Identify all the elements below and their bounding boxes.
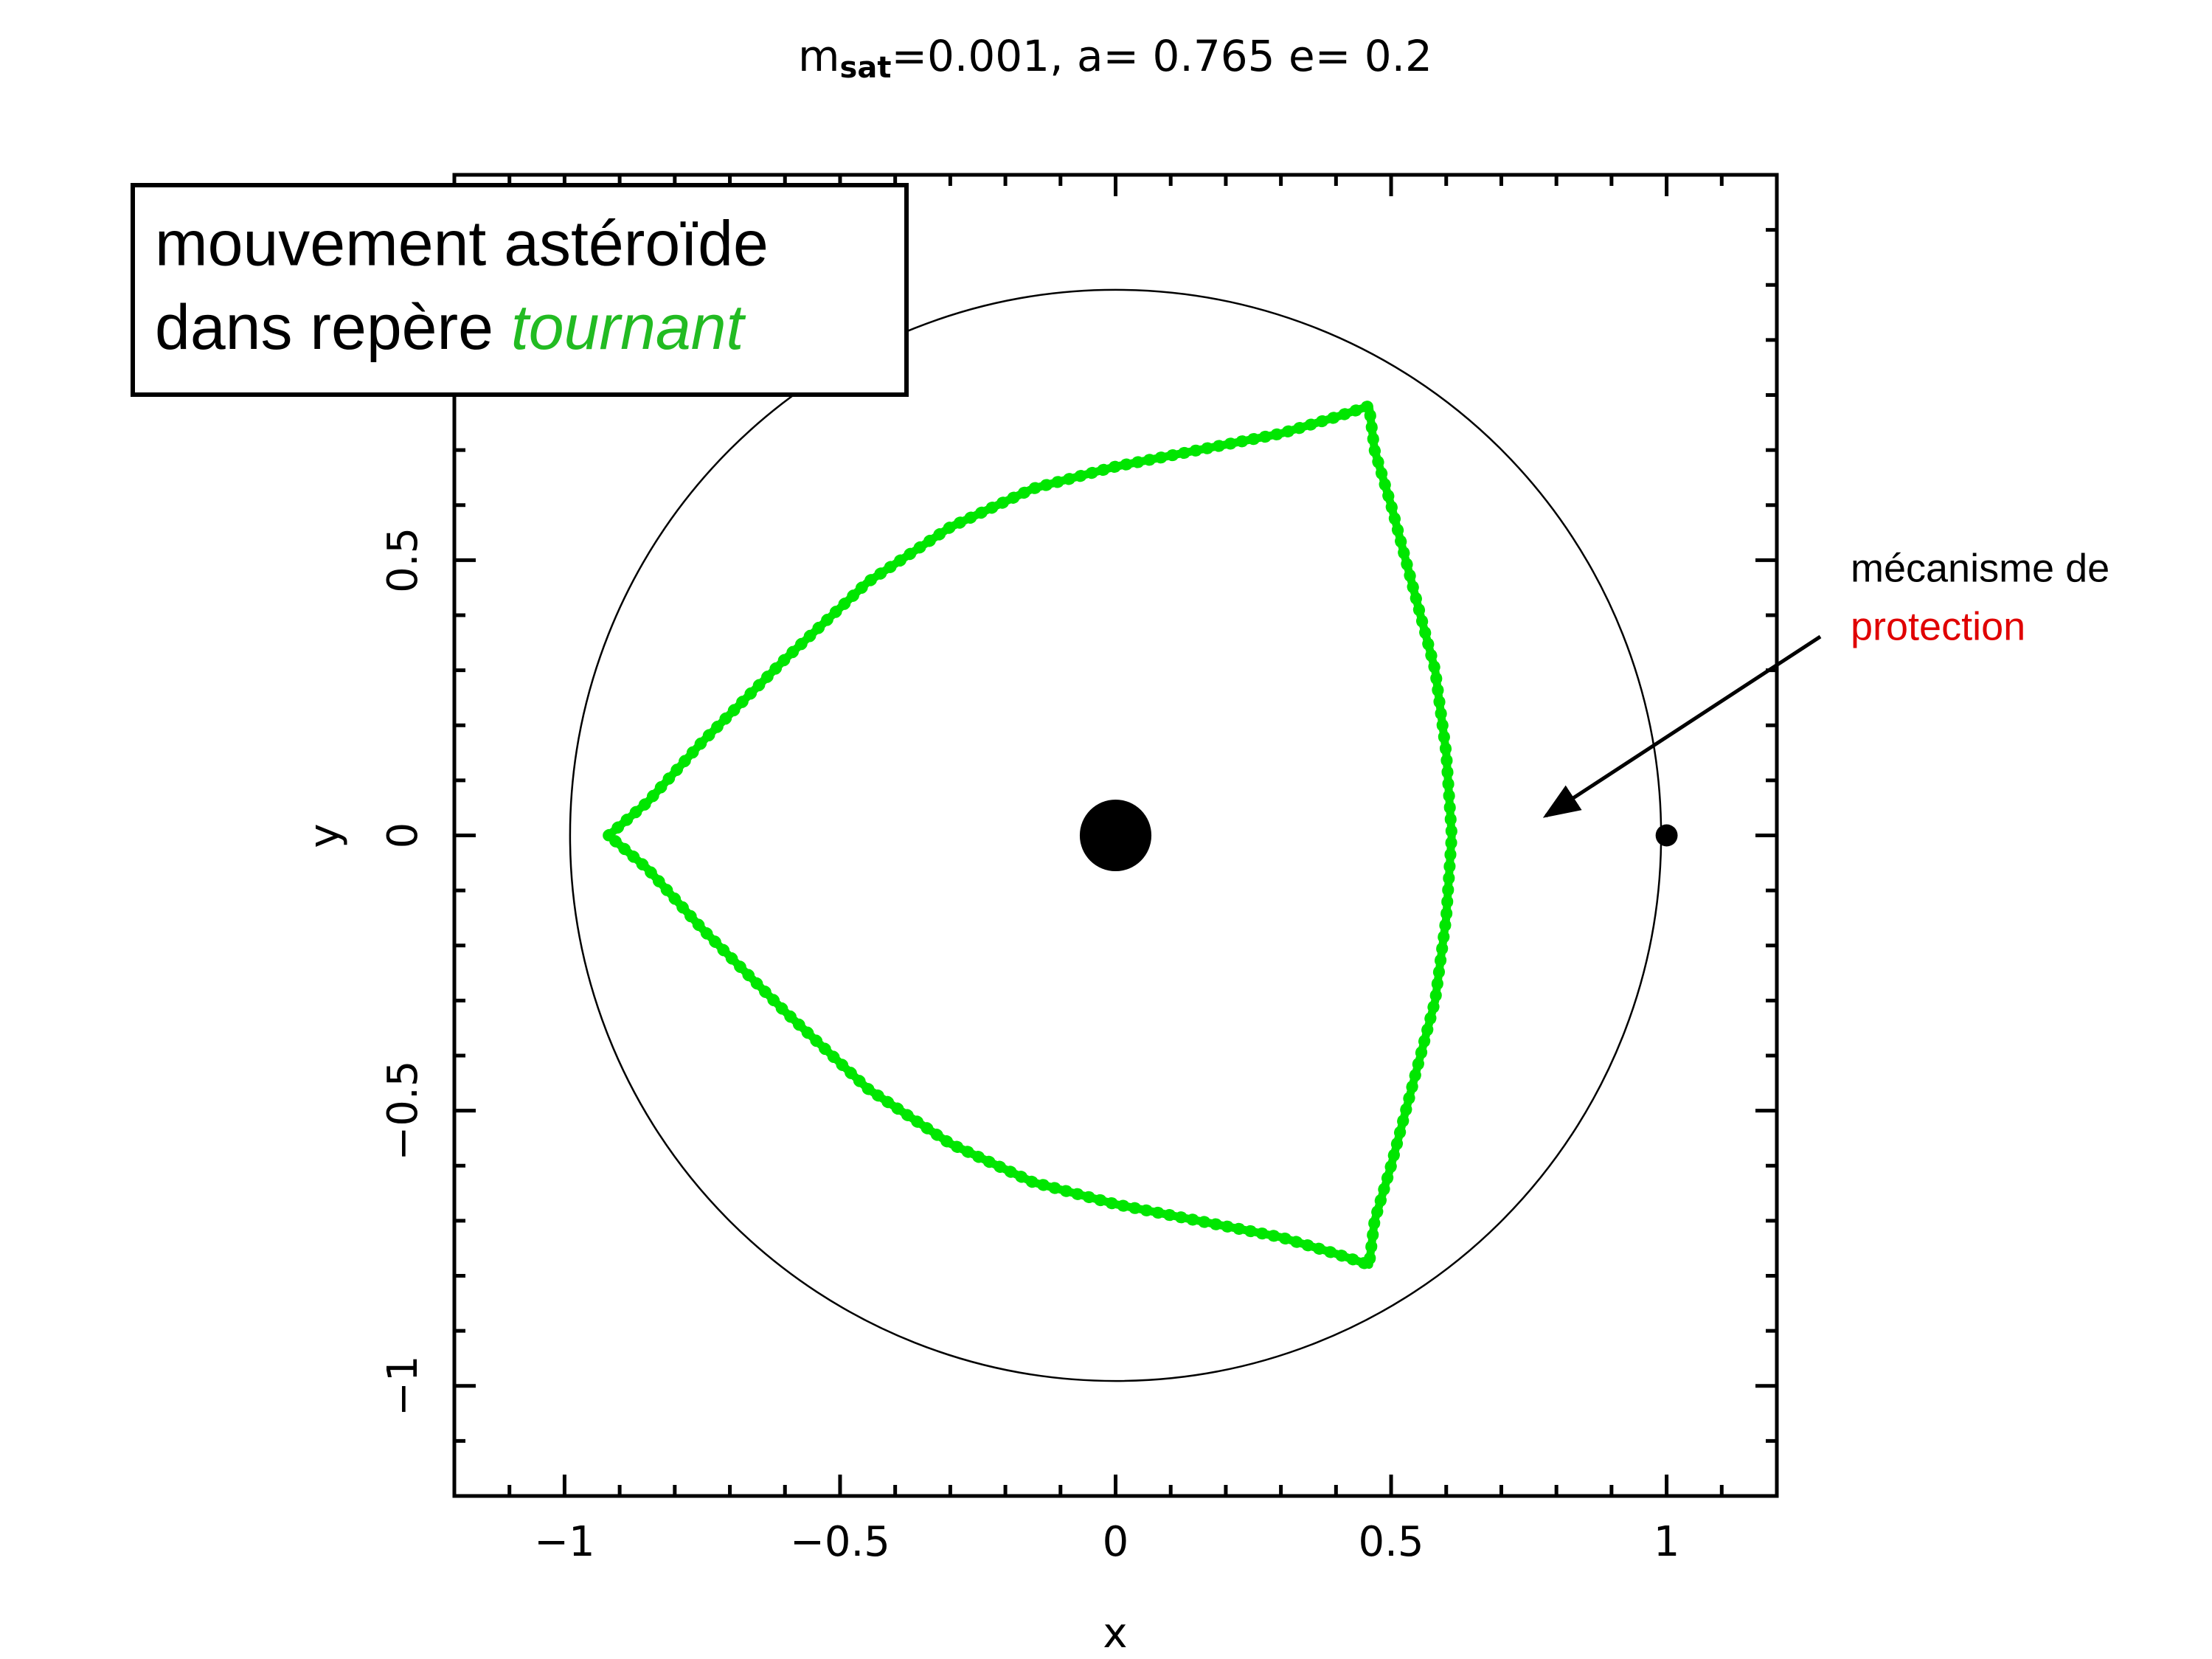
x-tick-label: −1 [534,1518,595,1566]
y-tick-label: 0 [379,822,427,849]
title-rest: =0.001, a= 0.765 e= 0.2 [891,31,1432,81]
plot-frame [452,173,1779,1498]
plot-area: −1 −0.5 0 0.5 1 −1 −0.5 0 0.5 [379,175,1777,1566]
annotation-line: mouvement astéroïde [155,209,769,280]
trajectory [603,400,1458,1271]
y-tick-label: 0.5 [379,527,427,593]
x-tick-label: −0.5 [790,1518,890,1566]
chart-title: msat=0.001, a= 0.765 e= 0.2 [798,31,1432,85]
side-annotation-line: mécanisme de [1851,546,2109,590]
x-tick-label: 0 [1103,1518,1129,1566]
annotation-line: dans repère tournant [155,292,746,363]
annotation-text: dans repère [155,292,511,363]
title-sub: sat [840,51,892,85]
side-annotation-highlight: protection [1851,604,2025,648]
annotation-box-text: mouvement astéroïde dans repère tournant [155,209,769,363]
body [1655,824,1678,847]
y-tick-label: −0.5 [379,1061,427,1161]
x-tick-label: 1 [1654,1518,1680,1566]
y-tick-label: −1 [379,1355,427,1416]
title-main: m [798,31,840,81]
trajectory-core [606,401,1456,1270]
x-axis-label: x [1103,1610,1127,1658]
y-axis-label: y [301,823,349,848]
annotation-box [131,183,909,397]
x-tick-label: 0.5 [1359,1518,1424,1566]
annotation-highlight: tournant [511,292,746,363]
arrow [1542,634,1822,818]
side-annotation: mécanisme de protection [1851,546,2109,648]
body [1079,799,1152,872]
